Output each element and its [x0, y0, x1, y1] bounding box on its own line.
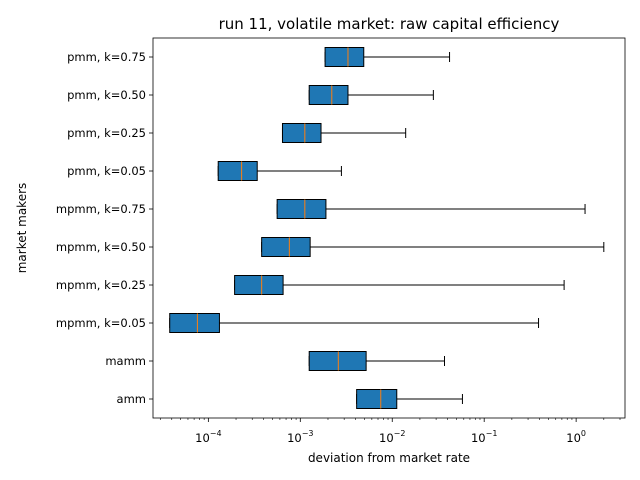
x-tick-label: 10−1	[471, 429, 497, 445]
box-group	[234, 275, 565, 295]
box-group	[217, 161, 342, 181]
x-tick-label: 10−4	[195, 429, 221, 445]
chart-title: run 11, volatile market: raw capital eff…	[219, 15, 560, 33]
box	[169, 313, 220, 333]
y-tick-label: mamm	[105, 354, 146, 368]
box	[276, 199, 327, 219]
box	[261, 237, 311, 257]
box-group	[169, 313, 540, 333]
box-group	[356, 389, 463, 409]
box	[356, 389, 398, 409]
y-tick-label: pmm, k=0.50	[67, 88, 146, 102]
y-tick-label: pmm, k=0.25	[67, 126, 146, 140]
box	[324, 47, 365, 67]
y-axis-label: market makers	[15, 183, 29, 274]
y-tick-label: mpmm, k=0.50	[56, 240, 146, 254]
y-tick-label: mpmm, k=0.05	[56, 316, 146, 330]
box	[281, 123, 322, 143]
x-axis-label: deviation from market rate	[308, 451, 470, 465]
plot-frame	[152, 37, 626, 419]
box-group	[308, 351, 445, 371]
y-tick-label: amm	[117, 392, 146, 406]
x-tick-label: 10−3	[287, 429, 313, 445]
y-tick-label: mpmm, k=0.75	[56, 202, 146, 216]
box-group	[281, 123, 407, 143]
box	[234, 275, 284, 295]
box-group	[324, 47, 451, 67]
box-group	[276, 199, 586, 219]
box	[308, 85, 349, 105]
x-tick-label: 100	[566, 429, 586, 445]
x-tick-label: 10−2	[379, 429, 405, 445]
boxes-layer	[169, 47, 605, 409]
y-tick-label: mpmm, k=0.25	[56, 278, 146, 292]
box	[217, 161, 258, 181]
x-axis: 10−4 10−3 10−2 10−1 100	[159, 418, 621, 445]
y-tick-label: pmm, k=0.75	[67, 50, 146, 64]
box	[308, 351, 367, 371]
box-group	[308, 85, 434, 105]
y-axis: pmm, k=0.75 pmm, k=0.50 pmm, k=0.25 pmm, k=…	[56, 50, 153, 406]
y-tick-label: pmm, k=0.05	[67, 164, 146, 178]
box-group	[261, 237, 605, 257]
